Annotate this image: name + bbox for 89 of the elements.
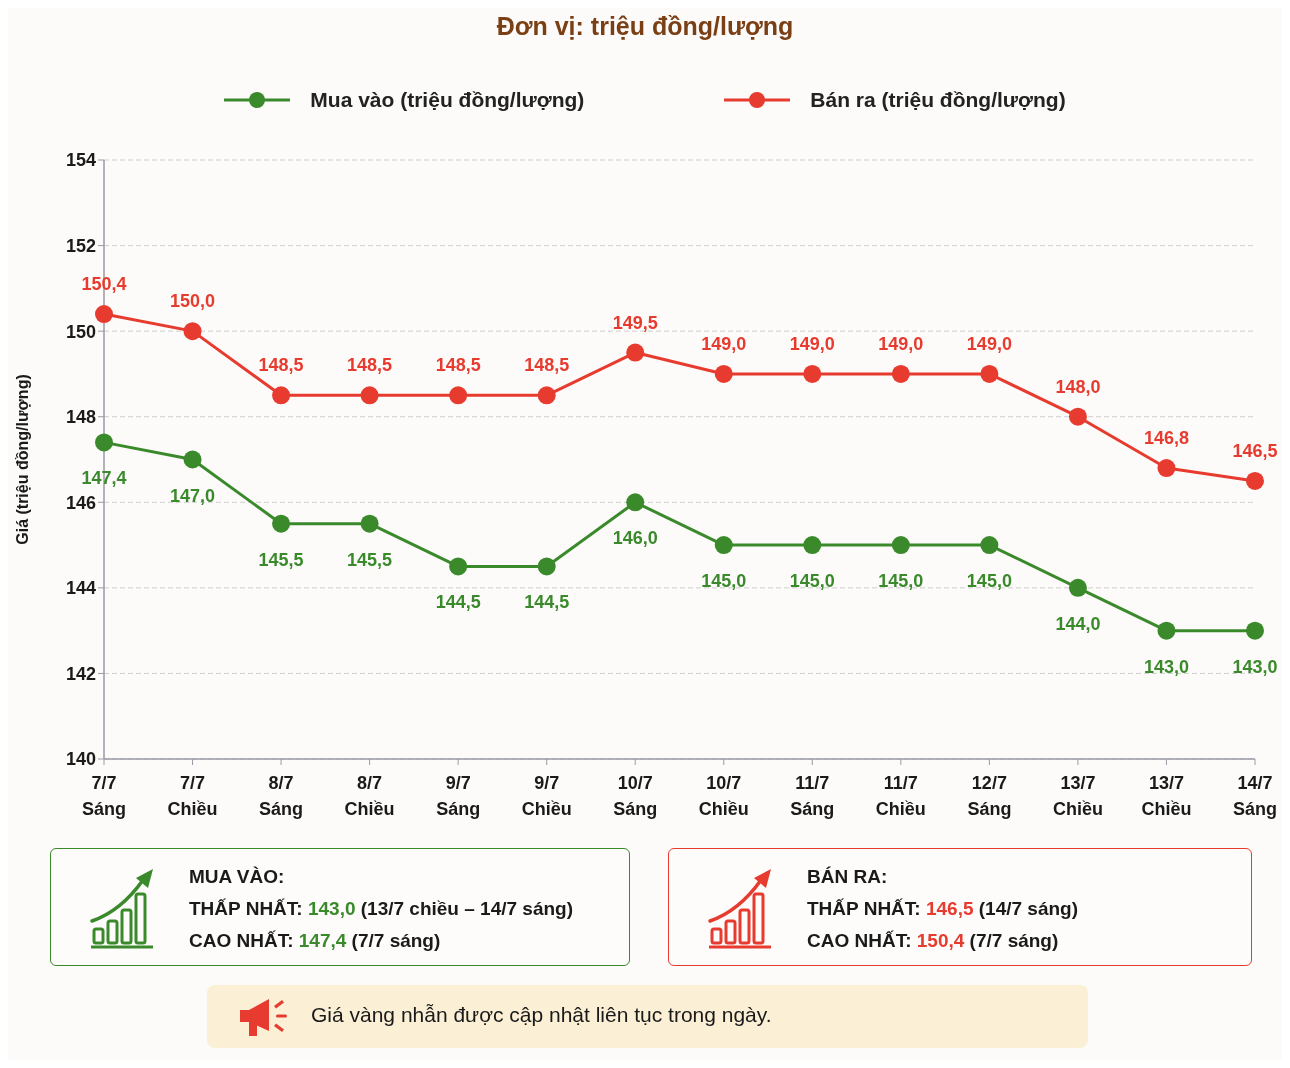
data-label: 148,5 (258, 355, 304, 376)
point (272, 386, 291, 405)
data-label: 148,0 (1055, 376, 1101, 397)
text: CAO NHẤT: 147,4 (7/7 sáng) (189, 930, 441, 951)
data-label: 149,0 (789, 333, 835, 354)
data-label: 145,0 (878, 571, 924, 592)
point (537, 557, 556, 576)
point (626, 343, 645, 362)
data-label: 148,5 (435, 355, 481, 376)
point (183, 322, 202, 341)
x-tick-label: 13/7 Chiều (1052, 773, 1103, 819)
point (891, 364, 910, 383)
point (714, 364, 733, 383)
x-tick-label: 10/7 Sáng (613, 773, 658, 819)
data-label: 149,0 (966, 333, 1012, 354)
y-tick-label: 152 (65, 235, 96, 256)
data-label: 147,0 (170, 485, 216, 506)
point (803, 536, 822, 555)
point (449, 557, 468, 576)
data-label: 147,4 (81, 468, 127, 489)
x-tick-label: 9/7 Sáng (436, 773, 481, 819)
point (360, 386, 379, 405)
y-tick-label: 154 (65, 150, 96, 171)
data-label: 149,0 (878, 333, 924, 354)
data-label: 149,5 (612, 312, 658, 333)
data-label: 148,5 (347, 355, 393, 376)
text: BÁN RA: (807, 866, 888, 887)
x-tick-label: 9/7 Chiều (521, 773, 572, 819)
data-label: 145,0 (966, 571, 1012, 592)
chart-title: Đơn vị: triệu đồng/lượng (495, 12, 795, 41)
x-tick-label: 10/7 Chiều (698, 773, 749, 819)
point (980, 536, 999, 555)
data-label: 145,0 (701, 571, 747, 592)
data-label: 150,4 (81, 274, 127, 295)
y-tick-label: 144 (65, 578, 96, 599)
point (537, 386, 556, 405)
point (1246, 621, 1264, 640)
text: CAO NHẤT: 150,4 (7/7 sáng) (807, 930, 1059, 951)
x-tick-label: 14/7 Sáng (1232, 773, 1278, 819)
x-tick-label: 7/7 Sáng (81, 773, 127, 819)
data-label: 145,5 (347, 549, 393, 570)
point (449, 386, 468, 405)
x-tick-label: 12/7 Sáng (967, 773, 1012, 819)
y-tick-label: 142 (65, 663, 96, 684)
x-tick-label: 11/7 Chiều (875, 773, 926, 819)
data-label: 144,5 (435, 592, 481, 613)
x-tick-label: 11/7 Sáng (790, 773, 835, 819)
data-label: 144,5 (524, 592, 570, 613)
y-tick-label: 150 (65, 321, 96, 342)
point (891, 536, 910, 555)
y-tick-label: 148 (65, 407, 96, 428)
point (360, 514, 379, 533)
point (1068, 578, 1087, 597)
data-label: 150,0 (170, 291, 216, 312)
text: Giá vàng nhẫn được cập nhật liên tục trong ngày. (311, 1003, 772, 1026)
y-axis-title: Giá (triệu đồng/lượng) (13, 374, 31, 545)
x-tick-label: 8/7 Chiều (344, 773, 395, 819)
point (980, 364, 999, 383)
legend-label: Bán ra (triệu đồng/lượng) (810, 88, 1066, 112)
point (1157, 621, 1176, 640)
point (272, 514, 291, 533)
point (95, 433, 113, 452)
point (1157, 459, 1176, 478)
data-label: 144,0 (1055, 613, 1101, 634)
data-label: 148,5 (524, 355, 570, 376)
data-label: 143,0 (1143, 656, 1189, 677)
point (95, 305, 113, 324)
data-label: 146,5 (1232, 440, 1278, 461)
data-label: 146,8 (1143, 428, 1189, 449)
point (183, 450, 202, 469)
point (626, 493, 645, 512)
text: THẤP NHẤT: 146,5 (14/7 sáng) (807, 898, 1079, 919)
x-tick-label: 13/7 Chiều (1141, 773, 1192, 819)
text: THẤP NHẤT: 143,0 (13/7 chiều – 14/7 sáng) (189, 898, 574, 919)
data-label: 149,0 (701, 333, 747, 354)
point (1246, 471, 1264, 490)
data-label: 145,5 (258, 549, 304, 570)
data-label: 146,0 (612, 528, 658, 549)
point (803, 364, 822, 383)
point (714, 536, 733, 555)
data-label: 145,0 (789, 571, 835, 592)
text: MUA VÀO: (189, 866, 285, 887)
x-tick-label: 7/7 Chiều (167, 773, 218, 819)
legend-label: Mua vào (triệu đồng/lượng) (310, 88, 585, 112)
data-label: 143,0 (1232, 656, 1278, 677)
point (1068, 407, 1087, 426)
y-tick-label: 140 (65, 749, 96, 770)
y-tick-label: 146 (65, 492, 96, 513)
x-tick-label: 8/7 Sáng (259, 773, 304, 819)
